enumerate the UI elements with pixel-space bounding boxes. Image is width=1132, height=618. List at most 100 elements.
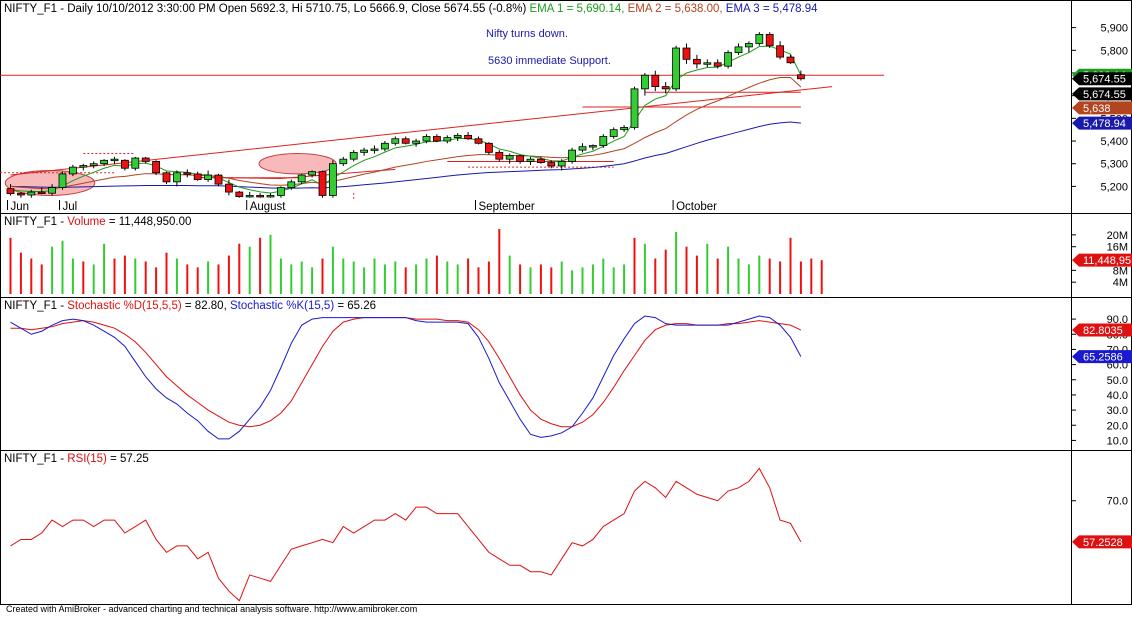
candle <box>287 181 296 188</box>
candle <box>703 62 712 65</box>
candle <box>16 192 25 196</box>
volume-axis-tick-label: 8M <box>1113 265 1128 277</box>
candle <box>609 129 618 137</box>
candle <box>797 74 805 80</box>
candle <box>27 191 36 196</box>
candle <box>786 56 795 64</box>
candle <box>224 183 233 193</box>
stochastic-value-tag-label: 65.2586 <box>1083 352 1123 364</box>
ema1-line <box>10 45 802 194</box>
candle <box>266 195 275 198</box>
candle <box>776 45 784 58</box>
x-axis-label: August <box>250 201 287 213</box>
candle <box>412 140 421 144</box>
candle <box>256 195 265 198</box>
candle <box>713 62 722 67</box>
rsi-axis-tick-label: 70.0 <box>1107 496 1128 508</box>
volume-axis-tick-label: 4M <box>1113 277 1128 289</box>
price-title-part: EMA 2 = 5,638.00, <box>628 3 726 15</box>
candle <box>58 173 67 188</box>
candle <box>79 165 88 168</box>
stochastic-axis-tick-label: 30.0 <box>1107 405 1128 417</box>
price-axis-tick-label: 5,900 <box>1100 23 1128 35</box>
candle <box>110 158 119 162</box>
candle <box>297 174 306 183</box>
annotation-support: 5630 immediate Support. <box>488 55 611 67</box>
price-pane: Nifty turns down. 5630 immediate Support.… <box>0 28 885 213</box>
candle <box>484 142 493 153</box>
volume-title-part: NIFTY_F1 - <box>4 216 67 228</box>
stochastic-pane <box>10 315 802 440</box>
stochastic-axis-tick-label: 50.0 <box>1107 375 1128 387</box>
candle <box>276 187 285 196</box>
price-axis-tick-label: 5,200 <box>1100 181 1128 193</box>
stochastic-value-tag <box>1072 323 1132 337</box>
rsi-value-tag-label: 57.2528 <box>1083 537 1123 549</box>
ema2-line <box>10 77 802 190</box>
candle <box>69 166 77 175</box>
candle <box>349 151 358 160</box>
stochastic-axis-tick-label: 10.0 <box>1107 435 1128 447</box>
annotation-turns-down: Nifty turns down. <box>486 28 568 40</box>
candle <box>235 191 244 197</box>
candle <box>557 161 566 167</box>
candle <box>630 88 639 128</box>
stochastic-title-part: Stochastic %D(15,5,5) <box>67 300 182 312</box>
candle <box>443 137 452 142</box>
price-axis-tick-label: 5,400 <box>1100 136 1128 148</box>
ema3-line <box>10 121 801 189</box>
highlight-ellipse <box>258 153 337 175</box>
x-axis-label: September <box>479 201 535 213</box>
price-title-part: EMA 1 = 5,690.14, <box>530 3 628 15</box>
price-value-tag <box>1072 116 1132 130</box>
candle <box>131 157 140 169</box>
x-axis-label: Jun <box>11 201 30 213</box>
price-value-tag-label: 5,674.55 <box>1083 89 1126 101</box>
candle <box>48 187 56 194</box>
candle <box>37 191 46 194</box>
candle <box>765 34 774 47</box>
candle <box>641 74 649 90</box>
rsi-value-tag <box>1072 535 1132 549</box>
stochastic-title-part: = 82.80, <box>182 300 230 312</box>
candle <box>204 174 213 180</box>
stochastic-axis-tick-label: 90.0 <box>1107 314 1128 326</box>
x-axis-label: Jul <box>63 201 78 213</box>
rsi-line <box>10 467 802 602</box>
price-value-tag-label: 5,638 <box>1083 103 1111 115</box>
candle <box>651 74 660 87</box>
volume-pane <box>9 228 823 294</box>
candle <box>318 171 327 196</box>
price-value-tag <box>1072 87 1132 101</box>
candle <box>568 149 576 162</box>
candle <box>183 172 192 175</box>
candle <box>141 157 150 162</box>
candle <box>547 162 556 167</box>
rsi-title-part: RSI(15) <box>67 453 107 465</box>
candle <box>526 158 535 162</box>
candle <box>620 127 628 131</box>
candle <box>672 47 680 90</box>
candle <box>100 159 108 165</box>
candle <box>214 174 223 185</box>
chart-frame <box>0 0 1132 605</box>
candle <box>391 138 400 144</box>
volume-axis-tick-label: 16M <box>1107 242 1128 254</box>
price-value-tag <box>1072 72 1132 86</box>
candle <box>578 146 587 151</box>
candle <box>495 151 504 160</box>
candle <box>745 43 753 48</box>
price-value-tag <box>1072 101 1132 115</box>
candle <box>589 145 597 148</box>
stochastic-axis-tick-label: 40.0 <box>1107 390 1128 402</box>
stochastic-value-tag-label: 82.8035 <box>1083 325 1123 337</box>
candle <box>328 163 337 196</box>
candle <box>453 134 462 139</box>
candle <box>401 138 410 144</box>
candle <box>682 47 691 60</box>
candle <box>172 172 181 183</box>
stochastic-axis-tick-label: 20.0 <box>1107 420 1128 432</box>
candle <box>422 136 431 142</box>
stochastic-title-part: NIFTY_F1 - <box>4 300 67 312</box>
